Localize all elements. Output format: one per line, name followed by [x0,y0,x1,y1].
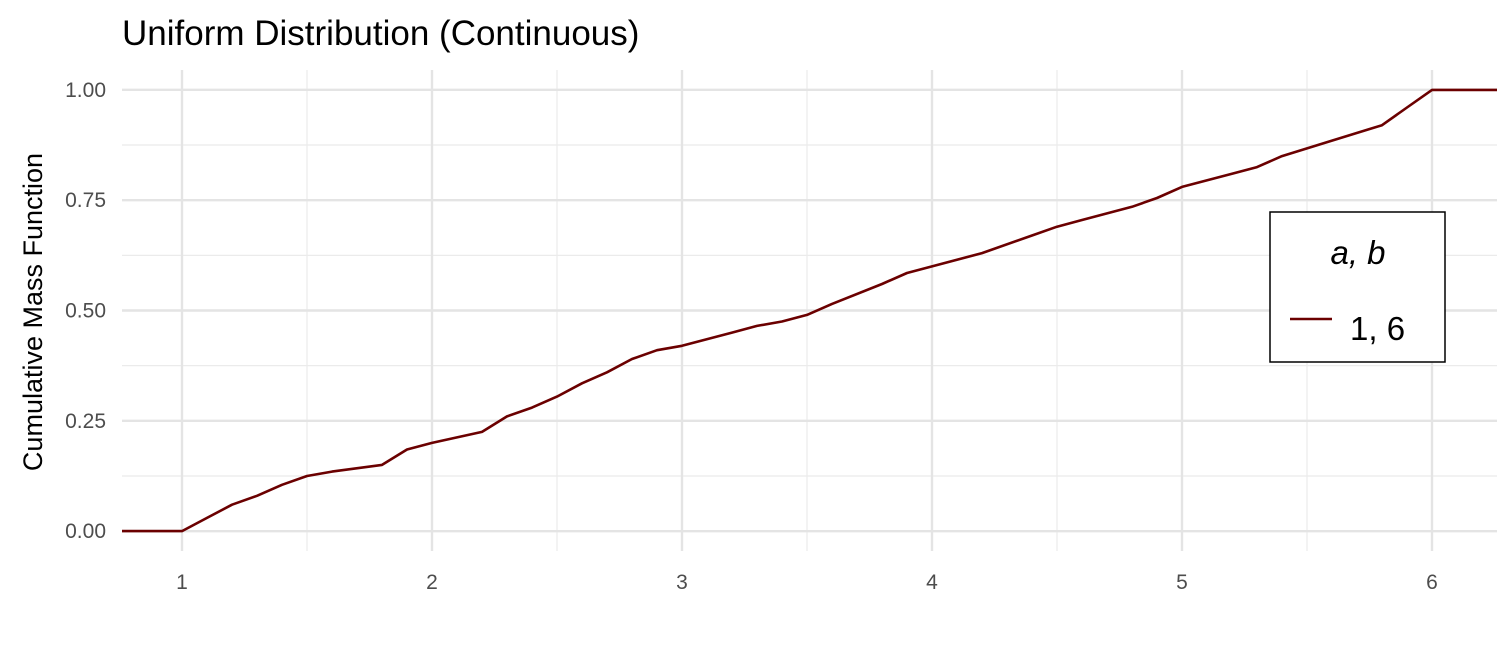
legend-entry-label: 1, 6 [1350,310,1405,347]
x-tick-label: 5 [1176,571,1188,594]
legend: a, b 1, 6 [1269,211,1446,363]
y-axis-ticks: 0.00 0.25 0.50 0.75 1.00 [65,79,106,543]
y-tick-label: 0.75 [65,189,106,212]
x-tick-label: 1 [176,571,188,594]
y-tick-label: 0.50 [65,300,106,323]
cdf-series-line [122,88,1497,533]
chart-title: Uniform Distribution (Continuous) [122,14,639,53]
y-tick-label: 0.25 [65,410,106,433]
x-tick-label: 4 [926,571,938,594]
series-layer [122,88,1497,533]
legend-title: a, b [1330,234,1385,271]
x-tick-label: 2 [426,571,438,594]
y-tick-label: 0.00 [65,520,106,543]
x-tick-label: 3 [676,571,688,594]
y-axis-label: Cumulative Mass Function [18,153,48,471]
x-axis-ticks: 1 2 3 4 5 6 [176,571,1438,594]
legend-box [1269,211,1446,363]
x-tick-label: 6 [1426,571,1438,594]
major-grid [122,70,1497,551]
y-tick-label: 1.00 [65,79,106,102]
